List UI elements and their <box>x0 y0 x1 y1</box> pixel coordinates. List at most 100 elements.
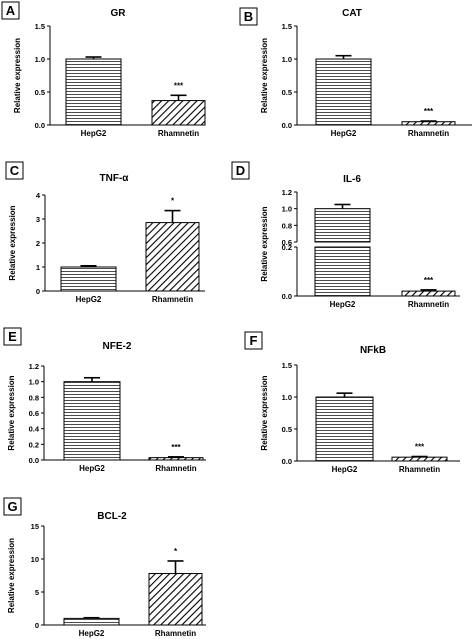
bar <box>148 573 203 626</box>
panel-e: E NFE-2 Relative expression 0.0 0.2 0.4 0.6 0.8… <box>3 327 206 473</box>
y-axis-label: Relative expression <box>260 38 269 113</box>
y-axis-label: Relative expression <box>8 205 17 280</box>
panel-f: F NFkB Relative expression 0.0 0.5 1.0 1.5 HepG… <box>244 331 460 474</box>
category-label: Rhamnetin <box>399 465 440 474</box>
panel-c: C TNF-α Relative expression 0 1 2 3 4 HepG2 * Rham… <box>5 161 205 304</box>
y-tick-label: 4 <box>36 191 41 200</box>
category-label: HepG2 <box>332 465 358 474</box>
panel-title: BCL-2 <box>97 511 127 522</box>
y-tick-label: 0.4 <box>29 425 40 434</box>
y-tick-label: 5 <box>35 588 39 597</box>
y-tick-label: 0.6 <box>282 238 292 247</box>
significance-label: *** <box>174 81 184 90</box>
y-tick-label: 1.5 <box>35 22 45 31</box>
panel-title: NFE-2 <box>103 341 132 352</box>
bar <box>315 58 372 126</box>
y-axis-label: Relative expression <box>260 206 269 281</box>
y-tick-label: 0.0 <box>282 457 292 466</box>
panel-title: CAT <box>342 8 362 19</box>
category-label: Rhamnetin <box>408 300 449 309</box>
panel-title: TNF-α <box>100 173 130 184</box>
y-tick-label: 1.5 <box>282 361 292 370</box>
y-tick-label: 0.5 <box>282 425 292 434</box>
panel-b: B CAT Relative expression 0.0 0.5 1.0 1.5 HepG2… <box>239 7 472 138</box>
y-tick-label: 15 <box>31 522 39 531</box>
y-tick-label: 0.0 <box>29 456 39 465</box>
y-axis-label: Relative expression <box>7 375 16 450</box>
y-axis-label: Relative expression <box>260 375 269 450</box>
panel-letter: D <box>236 163 245 178</box>
y-tick-label: 0.0 <box>35 121 45 130</box>
y-tick-label: 0 <box>36 287 40 296</box>
y-tick-label: 1.0 <box>35 55 45 64</box>
y-tick-label: 1.0 <box>282 393 292 402</box>
panel-letter-box <box>244 331 263 350</box>
y-tick-label: 0.6 <box>29 409 39 418</box>
bar <box>315 396 374 462</box>
y-axis-label: Relative expression <box>13 38 22 113</box>
y-tick-label: 0.2 <box>282 243 292 252</box>
panel-letter-box <box>239 7 258 26</box>
panel-title: IL-6 <box>343 174 361 185</box>
y-tick-label: 0.8 <box>282 221 292 230</box>
y-tick-label: 3 <box>36 215 40 224</box>
y-tick-label: 0.0 <box>282 292 292 301</box>
y-tick-label: 0 <box>35 621 39 630</box>
panel-letter-box <box>1 1 20 20</box>
y-tick-label: 0.8 <box>29 393 39 402</box>
y-tick-label: 1.2 <box>282 188 292 197</box>
y-tick-label: 0.5 <box>35 88 45 97</box>
panel-letter: E <box>8 329 17 344</box>
significance-label: *** <box>424 107 434 116</box>
bar <box>314 246 371 297</box>
panel-letter: C <box>10 163 20 178</box>
y-tick-label: 1.5 <box>282 22 292 31</box>
y-tick-label: 0.5 <box>282 88 292 97</box>
bar <box>391 456 448 462</box>
y-tick-label: 1 <box>36 263 40 272</box>
category-label: HepG2 <box>79 629 105 638</box>
bar <box>145 222 200 292</box>
panel-letter-box <box>231 161 250 180</box>
category-label: HepG2 <box>330 300 356 309</box>
panel-letter: F <box>250 333 258 348</box>
panel-letter-box <box>3 497 22 516</box>
significance-label: *** <box>424 276 434 285</box>
y-tick-label: 0.0 <box>282 121 292 130</box>
panel-title: NFkB <box>360 345 386 356</box>
bar <box>151 100 206 126</box>
panel-letter: B <box>244 9 253 24</box>
category-label: HepG2 <box>81 129 107 138</box>
panel-d: D IL-6 Relative expression 0.0 0.20.6 0.8 1.0 1… <box>231 161 460 309</box>
y-tick-label: 1.0 <box>282 205 292 214</box>
bar <box>63 381 121 461</box>
y-tick-label: 2 <box>36 239 40 248</box>
category-label: HepG2 <box>79 464 105 473</box>
category-label: Rhamnetin <box>408 129 449 138</box>
y-tick-label: 1.2 <box>29 362 39 371</box>
category-label: Rhamnetin <box>155 629 196 638</box>
y-axis-label: Relative expression <box>7 538 16 613</box>
bar <box>401 121 456 126</box>
y-tick-label: 0.2 <box>29 440 39 449</box>
bar <box>63 617 120 626</box>
panel-letter: A <box>6 3 16 18</box>
bar <box>65 58 122 126</box>
significance-label: *** <box>415 443 425 452</box>
panel-letter: G <box>7 499 17 514</box>
category-label: HepG2 <box>76 295 102 304</box>
bar <box>314 208 371 243</box>
category-label: Rhamnetin <box>152 295 193 304</box>
significance-label: * <box>174 547 178 556</box>
bar <box>148 457 204 461</box>
panel-letter-box <box>3 327 22 346</box>
bar <box>60 266 117 292</box>
category-label: HepG2 <box>331 129 357 138</box>
panel-title: GR <box>111 8 127 19</box>
significance-label: * <box>171 197 175 206</box>
panel-g: G BCL-2 Relative expression 0 5 10 15 HepG2 * Rha… <box>3 497 206 638</box>
y-tick-label: 1.0 <box>29 378 39 387</box>
panel-letter-box <box>5 161 24 180</box>
y-tick-label: 1.0 <box>282 55 292 64</box>
